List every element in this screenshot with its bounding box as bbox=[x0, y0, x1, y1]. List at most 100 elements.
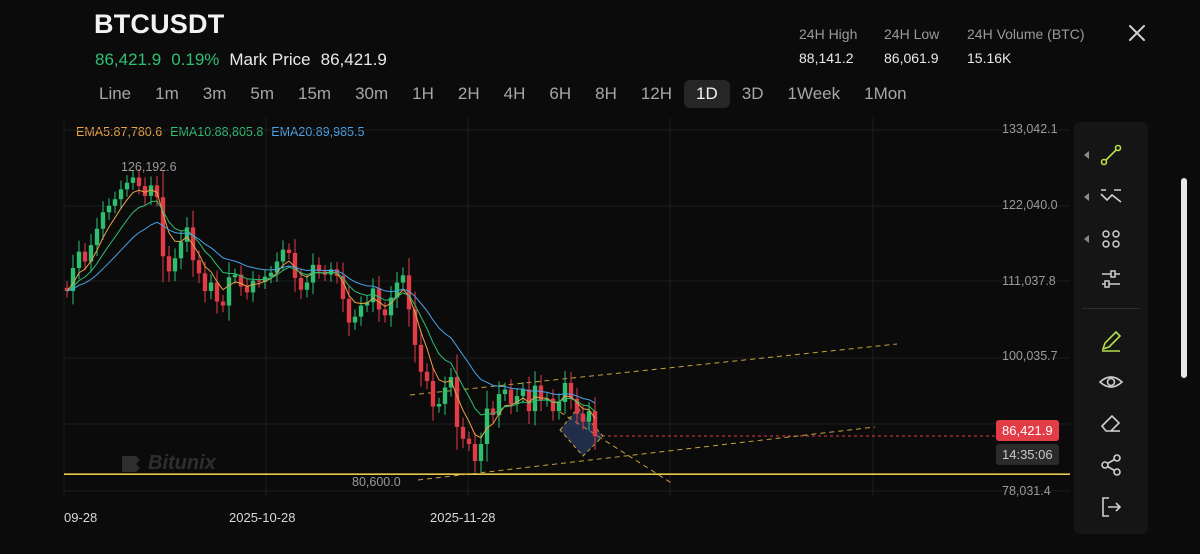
candle-body bbox=[274, 261, 280, 273]
high-label: 126,192.6 bbox=[121, 160, 177, 174]
eye-icon[interactable] bbox=[1098, 369, 1124, 395]
candle-body bbox=[244, 286, 250, 293]
candle-body bbox=[346, 298, 352, 323]
ema-lines bbox=[66, 189, 596, 439]
candle-body bbox=[526, 389, 532, 412]
channel-lower-line bbox=[417, 426, 876, 481]
candle-body bbox=[442, 387, 448, 404]
candle-body bbox=[166, 256, 172, 272]
stat-24h-low: 24H Low 86,061.9 bbox=[884, 26, 939, 66]
candle-body bbox=[250, 280, 256, 293]
ema20-line bbox=[66, 221, 596, 404]
candle-body bbox=[400, 275, 406, 283]
candle-body bbox=[226, 277, 232, 306]
bitunix-logo: Bitunix bbox=[118, 452, 216, 475]
exit-icon[interactable] bbox=[1098, 494, 1124, 520]
candle-body bbox=[454, 377, 460, 427]
candle-body bbox=[502, 389, 508, 395]
candle-body bbox=[340, 275, 346, 299]
scrollbar[interactable] bbox=[1181, 178, 1187, 378]
timeframe-tab-1m[interactable]: 1m bbox=[155, 84, 179, 103]
candle-body bbox=[460, 426, 466, 439]
y-tick: 122,040.0 bbox=[1002, 198, 1058, 212]
candle-body bbox=[100, 212, 106, 229]
candle-body bbox=[292, 252, 298, 278]
low-label: 80,600.0 bbox=[352, 475, 401, 489]
timeframe-tab-12h[interactable]: 12H bbox=[640, 84, 673, 103]
timeframe-tab-15m[interactable]: 15m bbox=[298, 84, 332, 103]
candle-body bbox=[232, 274, 238, 278]
ema10-line bbox=[66, 200, 596, 416]
timeframe-tab-2h[interactable]: 2H bbox=[457, 84, 480, 103]
stat-label: 24H Low bbox=[884, 26, 940, 42]
drawing-toolbar bbox=[1074, 122, 1148, 534]
stat-24h-volume: 24H Volume (BTC) 15.16K bbox=[967, 26, 1084, 66]
y-tick: 78,031.4 bbox=[1002, 484, 1051, 498]
candle-body bbox=[136, 177, 142, 187]
candle-body bbox=[184, 227, 190, 242]
timeframe-tab-1h[interactable]: 1H bbox=[412, 84, 434, 103]
timeframe-tab-1week[interactable]: 1Week bbox=[787, 84, 841, 103]
timeframe-tab-1d[interactable]: 1D bbox=[684, 80, 730, 108]
candle-body bbox=[256, 280, 262, 282]
fib-lines-icon[interactable] bbox=[1098, 184, 1124, 210]
timeframe-tab-30m[interactable]: 30m bbox=[355, 84, 389, 103]
candle-body bbox=[382, 309, 388, 316]
candle-body bbox=[280, 249, 286, 262]
x-tick: 2025-10-28 bbox=[229, 510, 296, 525]
y-tick: 111,037.8 bbox=[1002, 274, 1056, 288]
candle-body bbox=[148, 185, 154, 196]
candle-body bbox=[562, 382, 568, 402]
candle-body bbox=[514, 396, 520, 404]
timeframe-tab-line[interactable]: Line bbox=[99, 84, 132, 103]
pattern-icon[interactable] bbox=[1098, 226, 1124, 252]
timeframe-tab-3d[interactable]: 3D bbox=[741, 84, 764, 103]
ema-legend: EMA5:87,780.6 EMA10:88,805.8 EMA20:89,98… bbox=[76, 125, 364, 139]
trend-line-icon[interactable] bbox=[1098, 142, 1124, 168]
candle-body bbox=[76, 251, 82, 269]
timeframe-tab-8h[interactable]: 8H bbox=[595, 84, 617, 103]
candle-body bbox=[268, 272, 274, 277]
expand-arrow-icon[interactable] bbox=[1084, 193, 1089, 201]
timeframe-tabs: Line 1m 3m 5m 15m 30m 1H 2H 4H 6H 8H 12H 1D 3D 1Week 1M… bbox=[87, 80, 919, 108]
pencil-icon[interactable] bbox=[1098, 328, 1124, 354]
stat-value: 88,141.2 bbox=[799, 50, 854, 66]
candle-body bbox=[520, 389, 526, 397]
expand-arrow-icon[interactable] bbox=[1084, 151, 1089, 159]
candle-body bbox=[556, 401, 562, 412]
candle-body bbox=[130, 177, 136, 183]
candle-body bbox=[484, 408, 490, 444]
close-icon[interactable] bbox=[1126, 22, 1148, 44]
stat-value: 86,061.9 bbox=[884, 50, 939, 66]
timeframe-tab-6h[interactable]: 6H bbox=[549, 84, 572, 103]
candle-body bbox=[472, 443, 478, 462]
candle-body bbox=[550, 398, 556, 412]
timeframe-tab-4h[interactable]: 4H bbox=[503, 84, 526, 103]
candle-body bbox=[364, 302, 370, 306]
symbol-title: BTCUSDT bbox=[94, 9, 225, 39]
timeframe-tab-1mon[interactable]: 1Mon bbox=[864, 84, 907, 103]
candle-body bbox=[424, 371, 430, 381]
eraser-icon[interactable] bbox=[1098, 410, 1124, 436]
timeframe-tab-5m[interactable]: 5m bbox=[250, 84, 275, 103]
share-icon[interactable] bbox=[1098, 452, 1124, 478]
timeframe-tab-3m[interactable]: 3m bbox=[202, 84, 227, 103]
settings-sliders-icon[interactable] bbox=[1098, 266, 1124, 292]
candles bbox=[64, 169, 598, 473]
candle-body bbox=[586, 411, 592, 422]
candle-body bbox=[592, 411, 598, 437]
candle-body bbox=[106, 205, 112, 213]
price-chart[interactable] bbox=[0, 118, 1070, 518]
y-tick: 133,042.1 bbox=[1002, 122, 1058, 136]
current-price-tag: 86,421.9 bbox=[996, 420, 1059, 441]
candle-body bbox=[94, 228, 100, 246]
ema10-label: EMA10:88,805.8 bbox=[170, 125, 264, 139]
expand-arrow-icon[interactable] bbox=[1084, 235, 1089, 243]
stat-label: 24H High bbox=[799, 26, 858, 42]
candle-body bbox=[88, 245, 94, 262]
pattern-box bbox=[559, 407, 604, 457]
candle-body bbox=[118, 189, 124, 200]
candle-body bbox=[568, 382, 574, 399]
candle-body bbox=[466, 438, 472, 444]
stat-value: 15.16K bbox=[967, 50, 1012, 66]
